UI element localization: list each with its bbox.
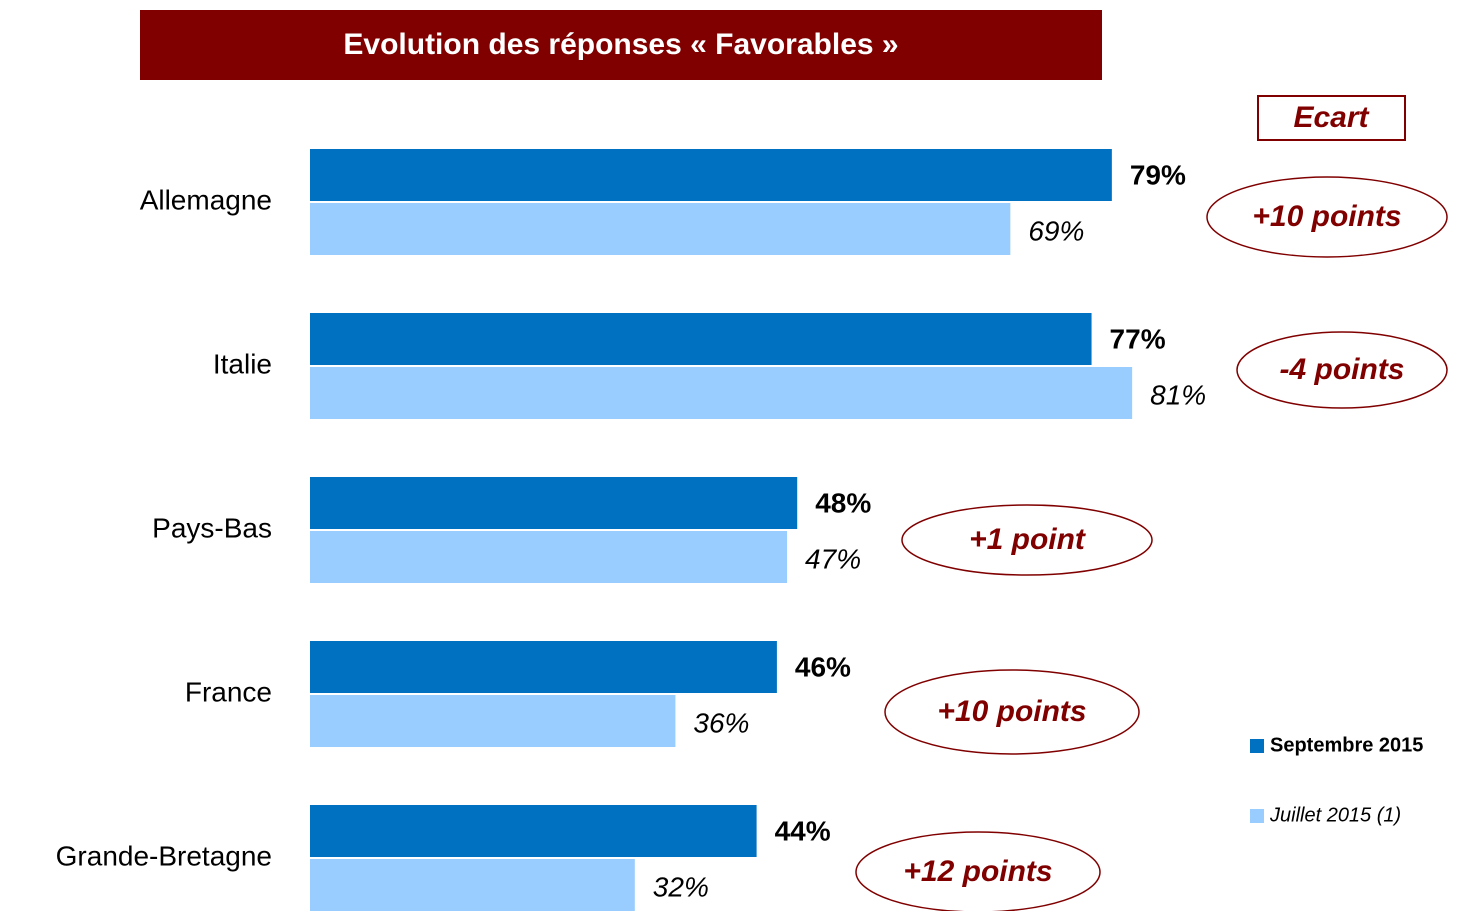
- value-label: 46%: [795, 651, 851, 682]
- bar: [310, 641, 777, 693]
- bar: [310, 203, 1011, 255]
- ecart-label: -4 points: [1280, 353, 1405, 386]
- value-label: 77%: [1110, 323, 1166, 354]
- ecart-ellipse: [1206, 176, 1448, 258]
- value-label: 36%: [693, 707, 749, 738]
- bar: [310, 859, 635, 911]
- bar: [310, 805, 757, 857]
- legend-swatch: [1250, 739, 1264, 753]
- bar: [310, 531, 788, 583]
- bar: [310, 477, 798, 529]
- ecart-ellipse: [884, 669, 1140, 755]
- ecart-label: +10 points: [937, 695, 1086, 728]
- bar: [310, 367, 1133, 419]
- ecart-label: +10 points: [1252, 200, 1401, 233]
- value-label: 79%: [1130, 159, 1186, 190]
- chart-title: Evolution des réponses « Favorables »: [343, 28, 898, 61]
- bar: [310, 313, 1092, 365]
- title-box: [140, 10, 1102, 80]
- value-label: 48%: [815, 487, 871, 518]
- value-label: 81%: [1150, 379, 1206, 410]
- legend-label: Septembre 2015: [1270, 734, 1423, 756]
- legend-label: Juillet 2015 (1): [1269, 804, 1401, 826]
- legend-swatch: [1250, 809, 1264, 823]
- ecart-ellipse: [855, 831, 1101, 911]
- ecart-box: [1257, 95, 1406, 141]
- ecart-label: +12 points: [903, 855, 1052, 888]
- ecart-ellipse: [901, 504, 1153, 576]
- category-label: Grande-Bretagne: [56, 840, 272, 871]
- category-label: Pays-Bas: [152, 512, 272, 543]
- category-label: Italie: [213, 348, 272, 379]
- bar: [310, 695, 676, 747]
- bar: [310, 149, 1112, 201]
- ecart-title: Ecart: [1293, 101, 1370, 134]
- value-label: 47%: [805, 543, 861, 574]
- category-label: France: [185, 676, 272, 707]
- value-label: 69%: [1028, 215, 1084, 246]
- ecart-ellipse: [1236, 331, 1448, 409]
- value-label: 32%: [653, 871, 709, 902]
- ecart-label: +1 point: [969, 523, 1087, 556]
- value-label: 44%: [775, 815, 831, 846]
- category-label: Allemagne: [140, 184, 272, 215]
